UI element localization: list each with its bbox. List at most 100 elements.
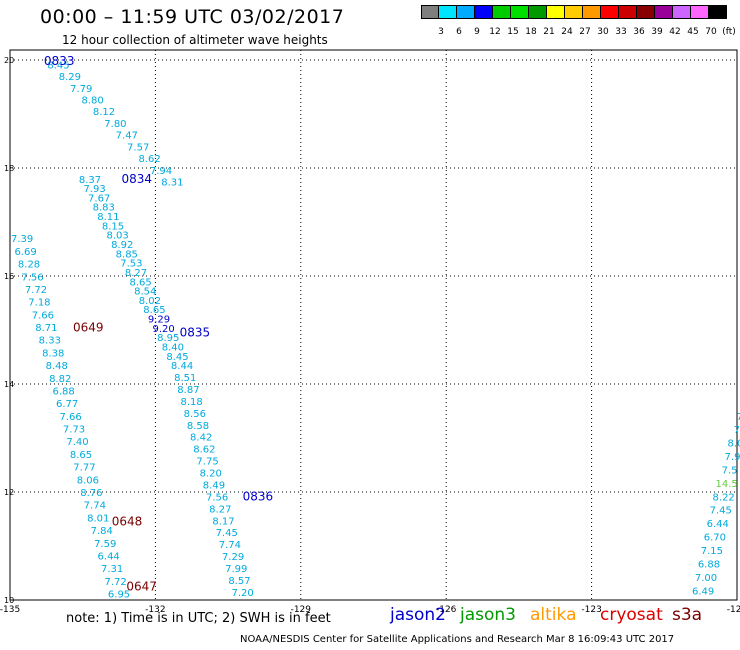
swh-value: 8.15 [102, 221, 124, 232]
swh-value: 7. [737, 412, 740, 423]
swh-value: 8.82 [49, 374, 71, 385]
swh-value: 7.72 [104, 577, 126, 588]
swh-value: 6.88 [53, 386, 75, 397]
legend-swatch [619, 5, 637, 19]
legend-label: 3 [438, 27, 444, 37]
pass-time-label: 0647 [126, 580, 157, 594]
pass-time-label: 0649 [73, 320, 104, 334]
swh-value: 6.77 [56, 399, 78, 410]
swh-value: 8.71 [35, 323, 57, 334]
y-tick-label: 16 [4, 272, 14, 281]
legend-label: 27 [579, 27, 591, 37]
map-frame [9, 49, 738, 601]
swh-value: 7.73 [63, 425, 85, 436]
legend-swatch [655, 5, 673, 19]
swh-value: 7.57 [127, 142, 149, 153]
satellite-label: s3a [672, 605, 703, 625]
legend-swatch [583, 5, 601, 19]
legend-label: 45 [687, 27, 699, 37]
satellite-label: altika [530, 605, 577, 625]
swh-value: 8.83 [93, 203, 115, 214]
swh-value: 7.9 [725, 452, 740, 463]
swh-value: 8.65 [70, 450, 92, 461]
swh-value: 8.44 [171, 361, 193, 372]
y-tick-label: 12 [4, 488, 14, 497]
swh-value: 8.02 [139, 296, 161, 307]
legend-swatch [511, 5, 529, 19]
chart-title: 00:00 – 11:59 UTC 03/02/2017 [40, 6, 345, 28]
legend-label: 24 [561, 27, 573, 37]
swh-value: 7.56 [206, 492, 228, 503]
x-tick-label: -120 [727, 605, 740, 615]
chart-subtitle: 12 hour collection of altimeter wave hei… [62, 33, 328, 47]
footnote: note: 1) Time is in UTC; 2) SWH is in fe… [66, 611, 331, 626]
swh-value: 8.0 [727, 439, 740, 450]
swh-value: 7.74 [84, 501, 106, 512]
legend-swatch [601, 5, 619, 19]
swh-value: 8.62 [138, 154, 160, 165]
swh-value: 8.48 [46, 361, 68, 372]
swh-value: 7.45 [216, 528, 238, 539]
y-tick-label: 10 [4, 596, 14, 605]
swh-value: 8.27 [125, 268, 147, 279]
pass-time-label: 0835 [180, 326, 211, 340]
legend-swatch [691, 5, 709, 19]
swh-value: 8.18 [180, 397, 202, 408]
swh-value: 6.44 [98, 551, 120, 562]
swh-value: 9.29 [148, 315, 170, 326]
y-tick-label: 18 [4, 164, 14, 173]
swh-value: 8.03 [106, 231, 128, 242]
satellite-label: jason3 [460, 605, 516, 625]
legend-swatch [439, 5, 457, 19]
swh-value: 8.57 [228, 576, 250, 587]
legend-swatch [673, 5, 691, 19]
legend-label: 39 [651, 27, 663, 37]
swh-value: 8.22 [713, 492, 735, 503]
legend-label: 9 [474, 27, 480, 37]
legend-swatch [493, 5, 511, 19]
swh-value: 8.20 [200, 469, 222, 480]
swh-value: 7.72 [25, 285, 47, 296]
swh-value: 7.67 [88, 193, 110, 204]
swh-value: 7.20 [232, 588, 254, 599]
swh-value: 8.12 [93, 107, 115, 118]
swh-value: 7.56 [21, 272, 43, 283]
swh-value: 8.45 [47, 60, 69, 71]
swh-value: 8.80 [82, 95, 104, 106]
swh-value: 8.42 [190, 433, 212, 444]
satellite-label: cryosat [600, 605, 663, 625]
swh-value: 6.49 [692, 586, 714, 597]
swh-value: 8.40 [162, 342, 184, 353]
swh-value: 8.54 [134, 287, 156, 298]
swh-value: 7.93 [83, 184, 105, 195]
legend-label: 42 [669, 27, 681, 37]
swh-value: 8.11 [97, 212, 119, 223]
swh-value: 7.40 [66, 437, 88, 448]
credit-line: NOAA/NESDIS Center for Satellite Applica… [240, 634, 675, 645]
swh-value: 8.06 [77, 475, 99, 486]
x-tick-label: -126 [436, 605, 457, 615]
swh-value: 6.95 [108, 590, 130, 601]
swh-value: 7.18 [28, 298, 50, 309]
x-tick-label: -132 [145, 605, 165, 615]
swh-value: 8.62 [193, 445, 215, 456]
swh-value: 6.88 [698, 559, 720, 570]
swh-value: 7.74 [219, 540, 241, 551]
swh-value: 7.39 [11, 234, 33, 245]
swh-value: 8.49 [203, 480, 225, 491]
swh-value: 8.51 [174, 373, 196, 384]
legend-label: 36 [633, 27, 645, 37]
legend-swatch [475, 5, 493, 19]
swh-value: 7.45 [710, 506, 732, 517]
swh-value: 8.17 [212, 516, 234, 527]
swh-value: 8.65 [143, 305, 165, 316]
legend-label: 6 [456, 27, 462, 37]
swh-value: 6.44 [707, 519, 729, 530]
swh-value: 9.20 [153, 324, 175, 335]
pass-time-label: 0833 [44, 54, 75, 68]
swh-value: 7.47 [116, 131, 138, 142]
y-tick-label: 20 [4, 56, 14, 65]
legend-label: 33 [615, 27, 627, 37]
swh-value: 7.79 [70, 84, 92, 95]
